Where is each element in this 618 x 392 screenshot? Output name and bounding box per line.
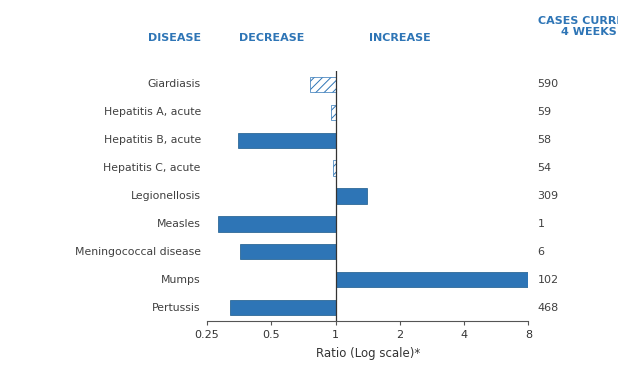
- Text: 54: 54: [538, 163, 552, 173]
- Text: Pertussis: Pertussis: [153, 303, 201, 312]
- Text: 6: 6: [538, 247, 544, 257]
- Bar: [333, 160, 336, 176]
- Bar: [230, 300, 336, 315]
- Text: Hepatitis C, acute: Hepatitis C, acute: [103, 163, 201, 173]
- Text: 1: 1: [538, 219, 544, 229]
- Bar: [336, 272, 528, 287]
- Bar: [336, 188, 366, 204]
- Text: Mumps: Mumps: [161, 275, 201, 285]
- Text: 590: 590: [538, 80, 559, 89]
- Text: CASES CURRENT
4 WEEKS: CASES CURRENT 4 WEEKS: [538, 16, 618, 37]
- Text: Hepatitis A, acute: Hepatitis A, acute: [104, 107, 201, 117]
- Bar: [310, 77, 336, 92]
- Text: Giardiasis: Giardiasis: [148, 80, 201, 89]
- Text: 102: 102: [538, 275, 559, 285]
- Text: Hepatitis B, acute: Hepatitis B, acute: [104, 135, 201, 145]
- Bar: [331, 105, 336, 120]
- Text: 58: 58: [538, 135, 552, 145]
- Text: INCREASE: INCREASE: [369, 33, 431, 43]
- Bar: [218, 216, 336, 232]
- Text: DISEASE: DISEASE: [148, 33, 201, 43]
- Text: 59: 59: [538, 107, 552, 117]
- Text: Measles: Measles: [157, 219, 201, 229]
- Bar: [240, 244, 336, 260]
- Text: 309: 309: [538, 191, 559, 201]
- Text: Legionellosis: Legionellosis: [131, 191, 201, 201]
- Text: Meningococcal disease: Meningococcal disease: [75, 247, 201, 257]
- Text: 468: 468: [538, 303, 559, 312]
- Text: DECREASE: DECREASE: [239, 33, 304, 43]
- Bar: [238, 132, 336, 148]
- X-axis label: Ratio (Log scale)*: Ratio (Log scale)*: [316, 347, 420, 360]
